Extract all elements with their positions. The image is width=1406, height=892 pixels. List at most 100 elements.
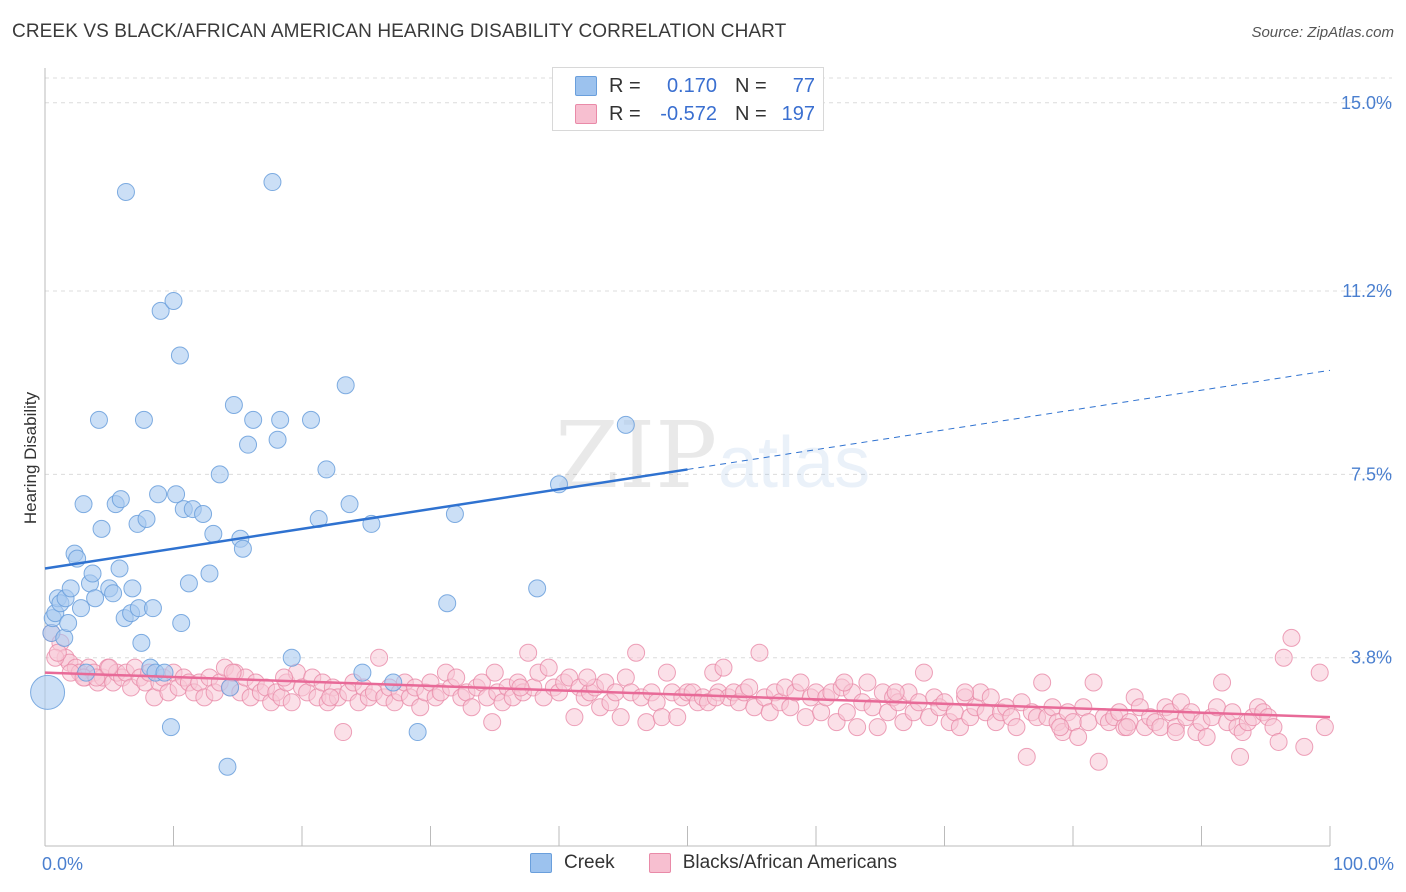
tick-labels: 3.8% 7.5% 11.2% 15.0% 0.0% 100.0% <box>42 93 1394 874</box>
black-point <box>1117 718 1136 737</box>
n-label: N = <box>735 102 767 125</box>
black-point <box>275 668 294 687</box>
y-tick-label: 7.5% <box>1351 464 1392 484</box>
r-label: R = <box>609 74 641 97</box>
creek-point <box>123 579 142 598</box>
black-point <box>519 643 538 662</box>
creek-point <box>616 415 635 434</box>
creek-point <box>149 485 168 504</box>
black-swatch <box>648 853 671 873</box>
r-value: 0.170 <box>666 74 717 97</box>
y-tick-label: 11.2% <box>1342 281 1392 301</box>
legend-item-black[interactable]: Blacks/African Americans <box>648 852 898 874</box>
watermark-atlas: atlas <box>718 423 870 503</box>
creek-point <box>74 495 93 514</box>
legend-row-creek: R = 0.170 N = 77 <box>553 72 815 100</box>
legend-label-black: Blacks/African Americans <box>682 852 898 873</box>
black-point <box>539 658 558 677</box>
creek-point <box>151 301 170 320</box>
creek-point <box>408 723 427 742</box>
creek-point <box>110 559 129 578</box>
creek-point <box>83 564 102 583</box>
black-point <box>578 668 597 687</box>
creek-point <box>155 663 174 682</box>
y-tick-label: 15.0% <box>1341 93 1392 113</box>
creek-point <box>61 579 80 598</box>
black-point <box>100 658 119 677</box>
grid-lines <box>45 77 1392 659</box>
r-label: R = <box>609 102 641 125</box>
black-point <box>1079 713 1098 732</box>
axes <box>44 68 1331 847</box>
black-point <box>657 663 676 682</box>
creek-point <box>59 614 78 633</box>
black-point <box>48 643 67 662</box>
trend-lines <box>44 369 1331 719</box>
creek-point <box>71 599 90 618</box>
creek-point <box>134 410 153 429</box>
creek-point <box>233 539 252 558</box>
creek-point <box>116 182 135 201</box>
r-value: -0.572 <box>660 102 717 125</box>
chart-title: CREEK VS BLACK/AFRICAN AMERICAN HEARING … <box>12 21 787 42</box>
black-point <box>981 688 1000 707</box>
creek-point <box>164 291 183 310</box>
creek-swatch <box>530 853 552 873</box>
black-point <box>1089 752 1108 771</box>
creek-point <box>167 485 186 504</box>
creek-point <box>438 594 457 613</box>
black-point <box>1274 648 1293 667</box>
creek-point <box>340 495 359 514</box>
creek-point <box>104 584 123 603</box>
creek-point <box>111 490 130 509</box>
creek-point <box>172 614 191 633</box>
creek-point <box>132 633 151 652</box>
black-point <box>1166 723 1185 742</box>
creek-point <box>86 589 105 608</box>
creek-point <box>221 678 240 697</box>
black-point <box>914 663 933 682</box>
series-legend: Creek Blacks/African Americans <box>530 852 931 874</box>
creek-point <box>263 173 282 192</box>
creek-point <box>194 505 213 524</box>
black-point <box>1213 673 1232 692</box>
x-tick-label: 0.0% <box>42 854 83 874</box>
black-point <box>627 643 646 662</box>
creek-point <box>161 718 180 737</box>
black-point <box>1007 718 1026 737</box>
black-point <box>1069 727 1088 746</box>
black-point <box>321 688 340 707</box>
black-point <box>668 708 687 727</box>
creek-point <box>89 410 108 429</box>
watermark: ZIP atlas <box>555 402 870 509</box>
black-point <box>1151 718 1170 737</box>
black-point <box>334 723 353 742</box>
black-point <box>1282 628 1301 647</box>
creek-point <box>55 628 74 647</box>
black-point <box>637 713 656 732</box>
creek-point <box>336 376 355 395</box>
legend-item-creek[interactable]: Creek <box>530 852 615 874</box>
creek-point <box>224 396 243 415</box>
black-point <box>1269 732 1288 751</box>
black-point <box>370 648 389 667</box>
creek-point <box>143 599 162 618</box>
creek-point <box>268 430 287 449</box>
black-point <box>1231 747 1250 766</box>
black-point <box>1084 673 1103 692</box>
black-point <box>483 713 502 732</box>
creek-point <box>445 505 464 524</box>
creek-point <box>210 465 229 484</box>
black-point <box>611 708 630 727</box>
creek-point <box>282 648 301 667</box>
black-point <box>1051 718 1070 737</box>
stats-legend: R = 0.170 N = 77 R = -0.572 N = 197 <box>552 67 824 131</box>
creek-point <box>30 674 66 710</box>
black-series-points <box>42 623 1334 771</box>
black-point <box>740 678 759 697</box>
black-point <box>706 688 725 707</box>
black-point <box>868 718 887 737</box>
y-axis-label: Hearing Disability <box>21 391 40 524</box>
black-point <box>652 708 671 727</box>
x-tick-label: 100.0% <box>1333 854 1394 874</box>
